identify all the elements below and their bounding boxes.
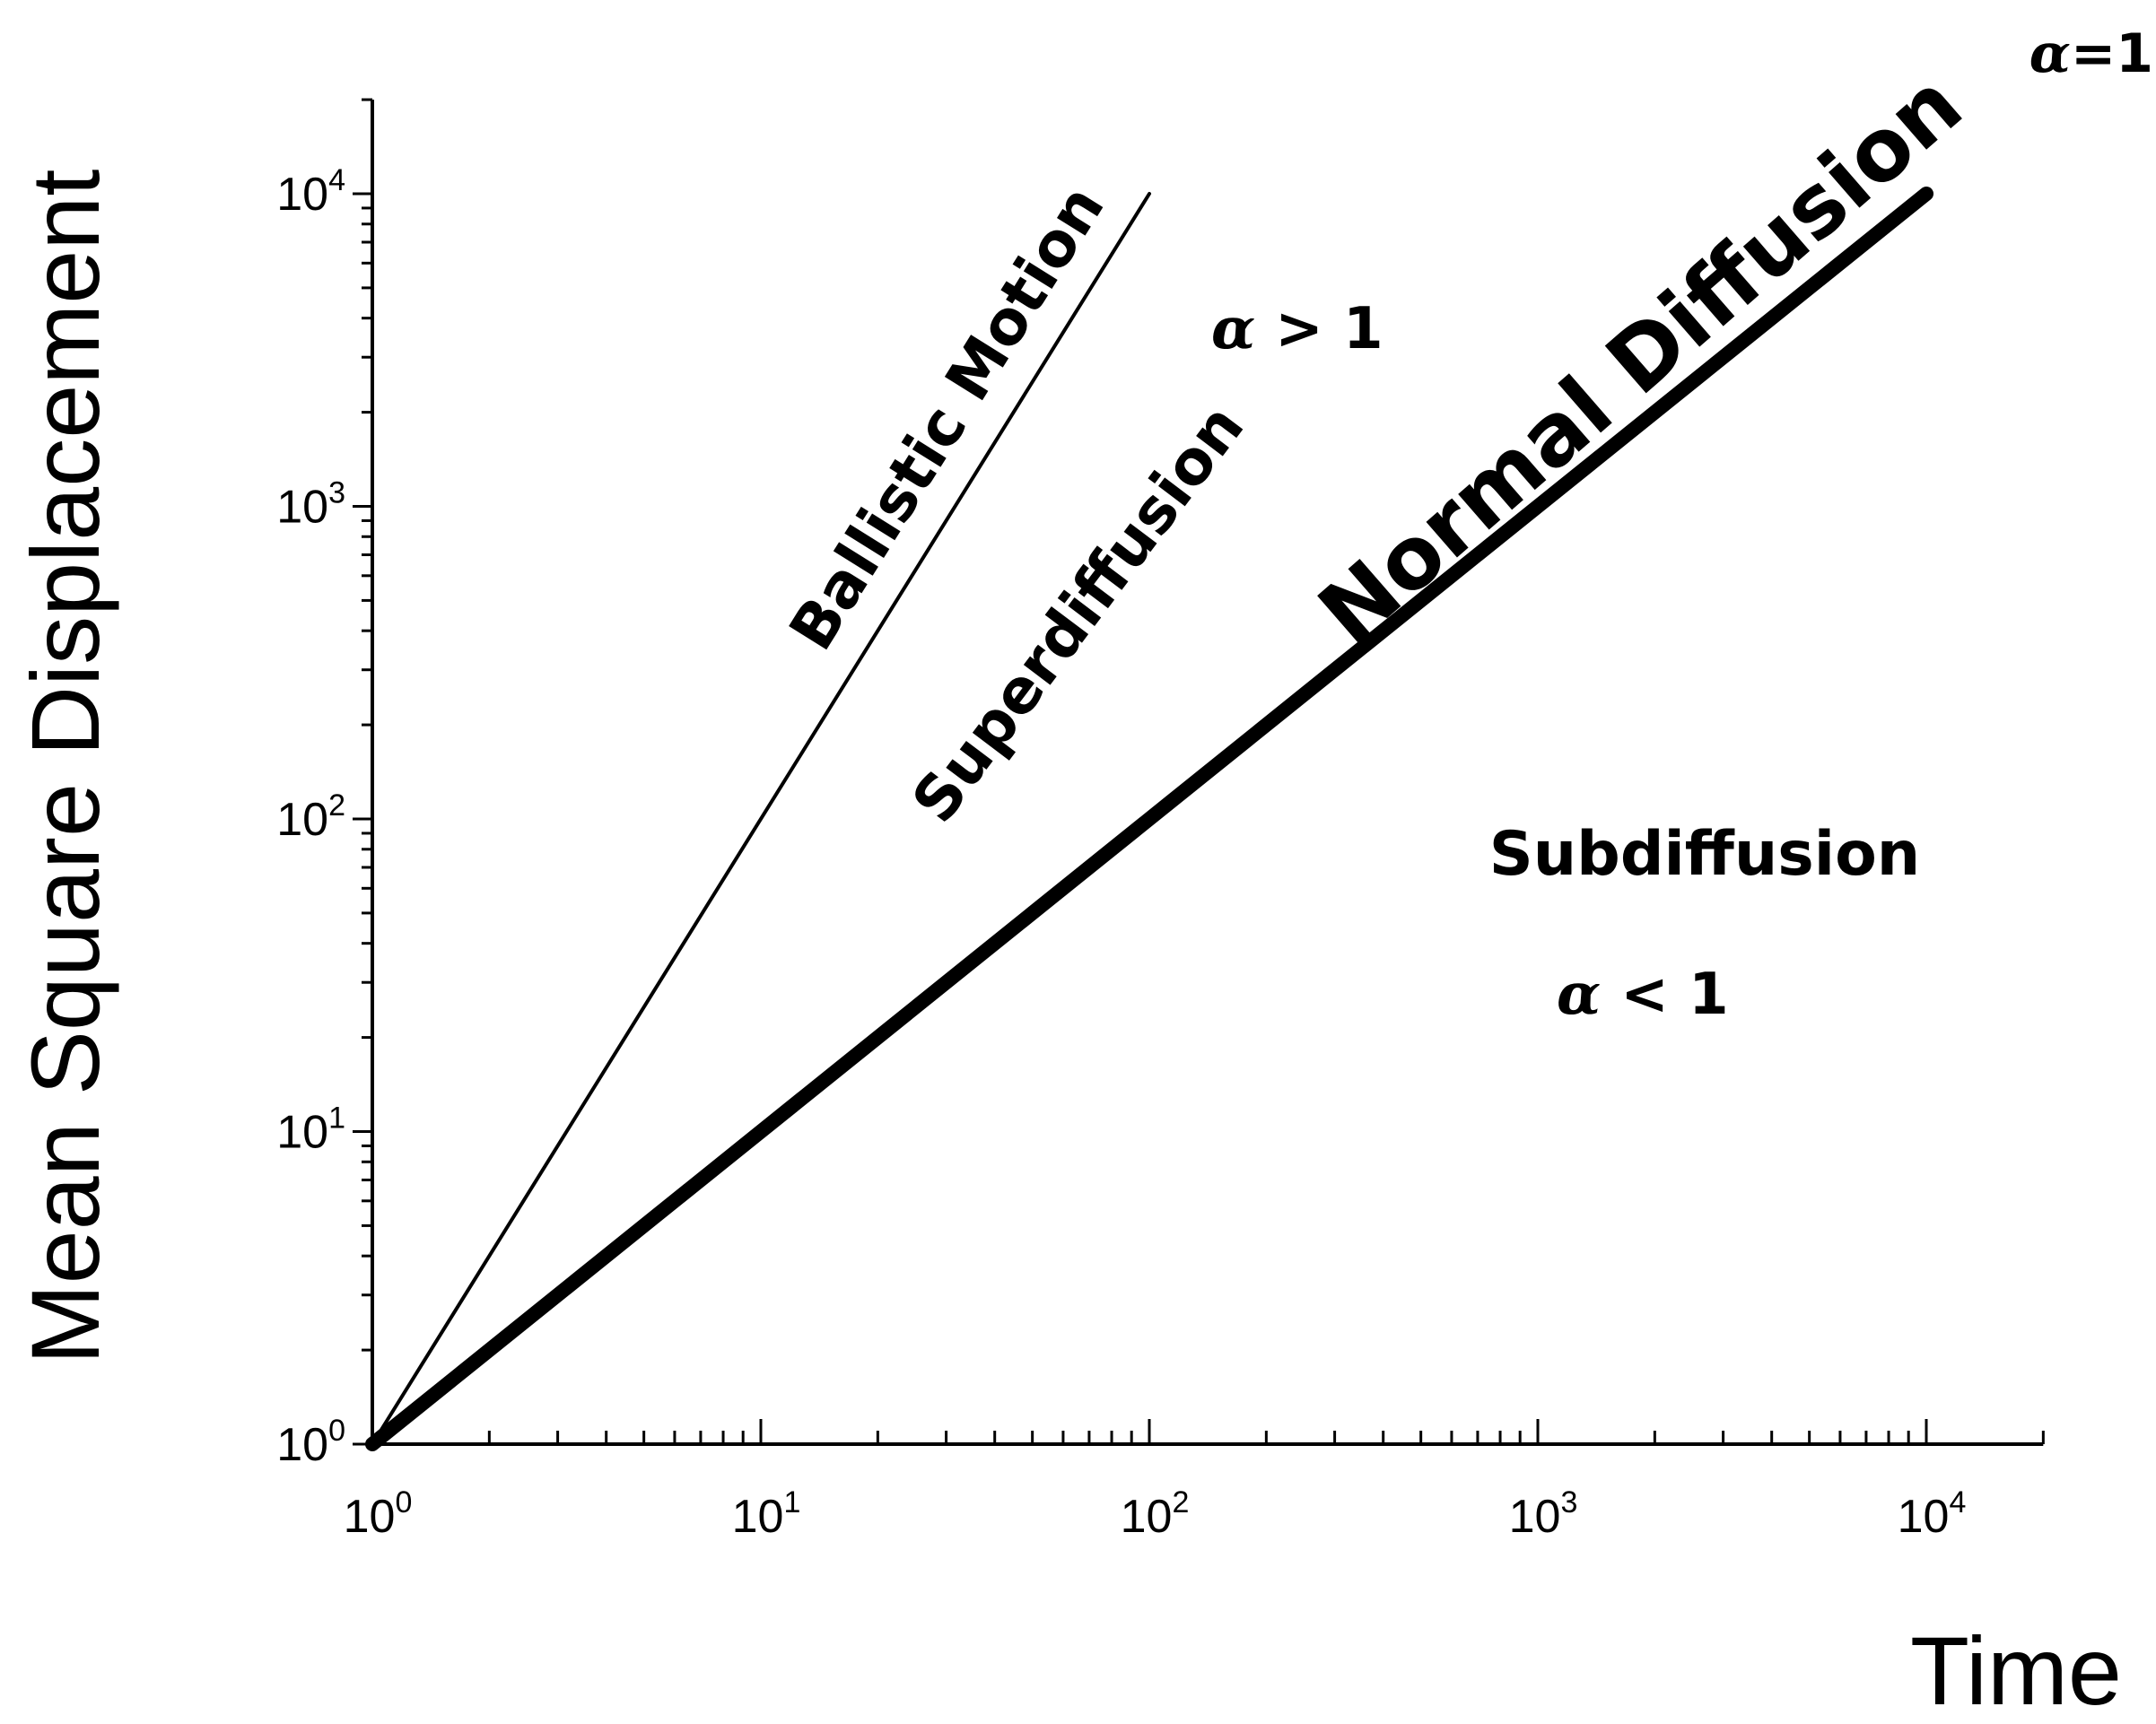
series-line-normal-diffusion <box>365 187 1933 1451</box>
annotation-normal-diffusion: Normal Diffusion <box>1300 54 1981 664</box>
y-tick-label: 102 <box>276 788 345 846</box>
y-tick-label: 104 <box>276 163 345 221</box>
alpha-lt-text: < 1 <box>1620 962 1728 1028</box>
alpha-eq-text: =1 <box>2071 22 2153 85</box>
y-tick-label: 103 <box>276 476 345 534</box>
x-tick-label: 102 <box>1121 1485 1190 1543</box>
annotation-alpha-less-than-one: α < 1 <box>1557 961 1729 1028</box>
x-tick-label: 101 <box>732 1485 801 1543</box>
x-tick-label: 100 <box>344 1485 413 1543</box>
x-axis-label: Time <box>1910 1616 2122 1724</box>
annotation-alpha-equals-one: α=1 <box>2029 22 2153 85</box>
y-axis-ticks <box>353 98 372 1446</box>
alpha-symbol: α <box>2029 22 2071 85</box>
x-tick-label: 103 <box>1509 1485 1578 1543</box>
y-tick-label: 100 <box>276 1414 345 1471</box>
alpha-symbol: α <box>1557 961 1601 1028</box>
annotation-subdiffusion: Subdiffusion <box>1489 819 1920 890</box>
axes: 100 101 102 103 104 100 101 102 103 104 <box>276 98 2045 1543</box>
y-axis-tick-labels: 100 101 102 103 104 <box>276 163 345 1471</box>
alpha-symbol: α <box>1211 295 1255 362</box>
x-axis-ticks <box>371 1419 2045 1444</box>
series-lines <box>365 187 1933 1451</box>
alpha-gt-text: > 1 <box>1275 296 1383 362</box>
annotation-alpha-greater-than-one: α > 1 <box>1211 295 1384 362</box>
y-axis-label: Mean Square Displacement <box>11 170 119 1365</box>
x-axis-tick-labels: 100 101 102 103 104 <box>344 1485 1967 1543</box>
series-line-ballistic <box>371 192 1151 1446</box>
x-tick-label: 104 <box>1898 1485 1967 1543</box>
y-tick-label: 101 <box>276 1101 345 1159</box>
